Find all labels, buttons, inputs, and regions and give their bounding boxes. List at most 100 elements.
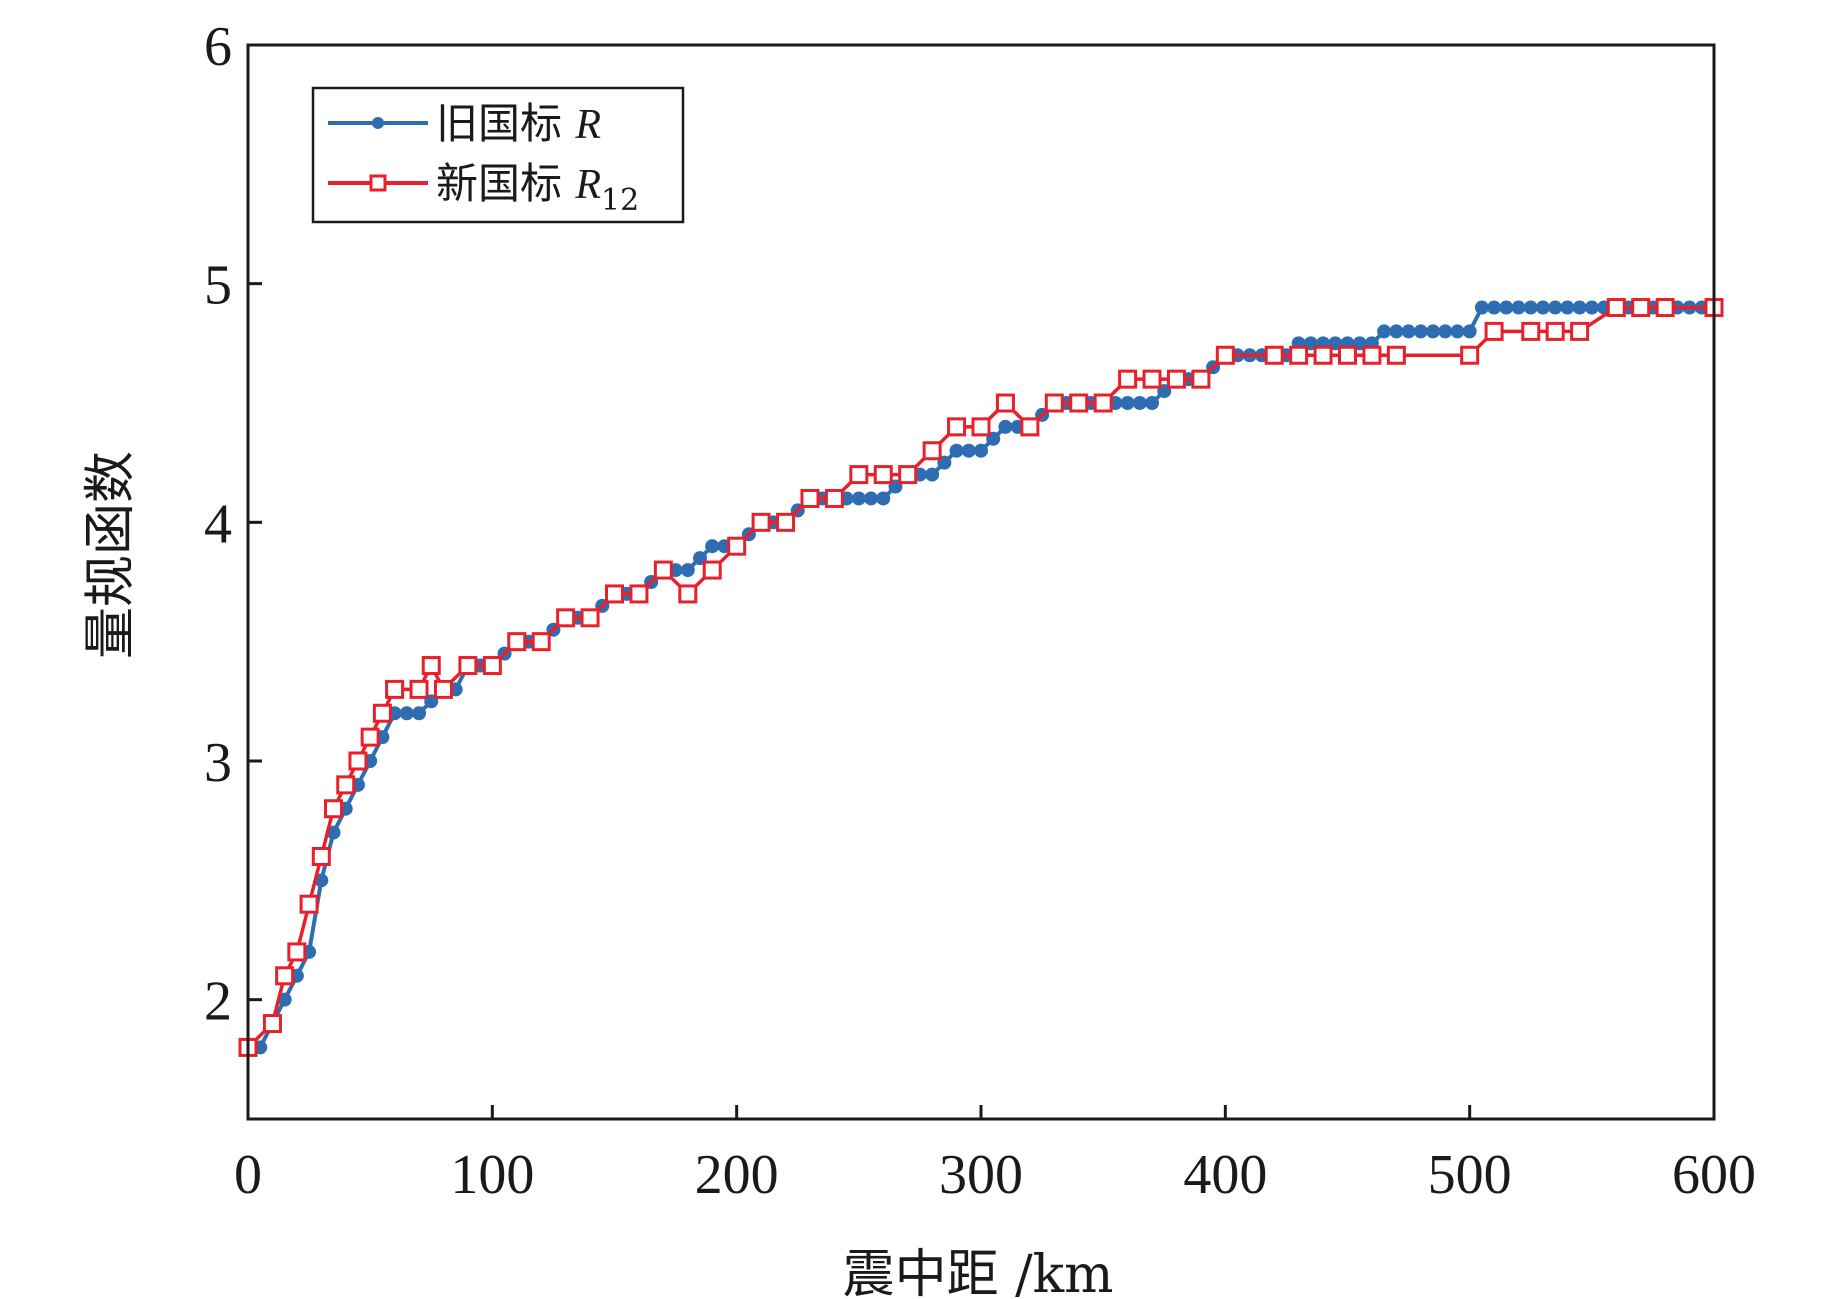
data-point (922, 441, 942, 461)
data-point (851, 491, 866, 506)
data-point (678, 584, 698, 604)
x-tick-label: 300 (939, 1144, 1023, 1206)
data-point (974, 443, 988, 458)
data-point (776, 512, 796, 532)
data-point (653, 560, 673, 580)
data-point (680, 563, 695, 578)
legend-label-symbol: R (574, 162, 601, 208)
x-tick-label: 0 (234, 1144, 262, 1206)
ticks-layer: 0 100 200 300 400 500 600 2 3 4 5 6 (204, 16, 1756, 1206)
legend-entry-1: 旧国标 R (328, 99, 601, 148)
x-tick-label: 400 (1183, 1144, 1267, 1206)
data-point (433, 679, 453, 699)
data-point (629, 584, 649, 604)
data-point (995, 393, 1015, 413)
x-axis-title: 震中距 /km (843, 1245, 1114, 1299)
data-point (873, 465, 893, 485)
data-point (1142, 369, 1162, 389)
data-point (1413, 324, 1428, 339)
legend-label-main: 新国标 (436, 159, 575, 208)
data-point (1145, 396, 1160, 410)
data-point (971, 417, 991, 437)
series-2 (238, 298, 1724, 1057)
legend-marker (369, 174, 387, 192)
data-point (849, 465, 869, 485)
data-point (961, 443, 976, 458)
y-tick-label: 5 (204, 255, 232, 317)
data-point (949, 443, 964, 458)
data-point (372, 703, 392, 723)
data-point (1132, 396, 1147, 410)
data-point (1511, 300, 1526, 315)
data-point (1584, 300, 1599, 315)
data-point (1401, 324, 1416, 339)
data-point (1462, 324, 1477, 339)
data-point (1474, 300, 1489, 315)
data-point (1460, 345, 1480, 365)
series-1 (241, 300, 1721, 1055)
data-point (702, 560, 722, 580)
data-point (751, 512, 771, 532)
data-point (287, 942, 307, 962)
data-point (409, 679, 429, 699)
data-point (1548, 300, 1563, 315)
data-point (1631, 298, 1651, 318)
data-point (1484, 321, 1504, 341)
data-point (1426, 324, 1441, 339)
data-point (998, 419, 1013, 434)
x-tick-label: 600 (1672, 1144, 1756, 1206)
data-point (458, 656, 478, 676)
data-point (864, 491, 879, 506)
data-point (1499, 300, 1514, 315)
y-tick-label: 2 (204, 971, 232, 1033)
data-point (1313, 345, 1333, 365)
data-point (1545, 321, 1565, 341)
data-point (507, 632, 527, 652)
data-point (299, 894, 319, 914)
y-axis-title: 量规函数 (81, 451, 141, 659)
data-point (482, 656, 502, 676)
data-point (311, 846, 331, 866)
data-point (262, 1014, 282, 1034)
data-point (1338, 345, 1357, 365)
data-point (1120, 396, 1135, 410)
data-point (705, 539, 720, 554)
legend-label-main: 旧国标 (436, 99, 575, 148)
data-point (1606, 298, 1626, 318)
legend-label-symbol: R (574, 102, 601, 148)
data-point (605, 584, 624, 604)
data-point (1655, 298, 1675, 318)
data-point (1386, 345, 1406, 365)
x-tick-label: 500 (1428, 1144, 1512, 1206)
data-point (1166, 369, 1186, 389)
data-point (421, 656, 441, 676)
legend-box (311, 86, 685, 224)
legend-label: 新国标 R12 (436, 159, 639, 218)
data-point (324, 799, 344, 819)
data-point (727, 536, 747, 556)
data-point (1535, 300, 1550, 315)
data-point (876, 491, 891, 506)
data-point (385, 679, 405, 699)
y-tick-label: 3 (204, 732, 232, 794)
y-tick-label: 4 (204, 493, 232, 555)
legend-label-subscript: 12 (601, 183, 639, 218)
data-point (1215, 345, 1235, 365)
x-tick-label: 200 (695, 1144, 779, 1206)
data-point (1264, 345, 1284, 365)
data-point (1020, 417, 1040, 437)
data-point (1044, 393, 1064, 413)
data-point (1069, 393, 1089, 413)
y-tick-label: 6 (204, 16, 232, 78)
data-point (1487, 300, 1502, 315)
data-point (1521, 321, 1541, 341)
data-point (348, 751, 368, 771)
legend-marker (372, 117, 384, 129)
data-point (800, 488, 820, 508)
data-point (898, 465, 918, 485)
data-point (1389, 324, 1404, 339)
x-tick-label: 100 (450, 1144, 534, 1206)
